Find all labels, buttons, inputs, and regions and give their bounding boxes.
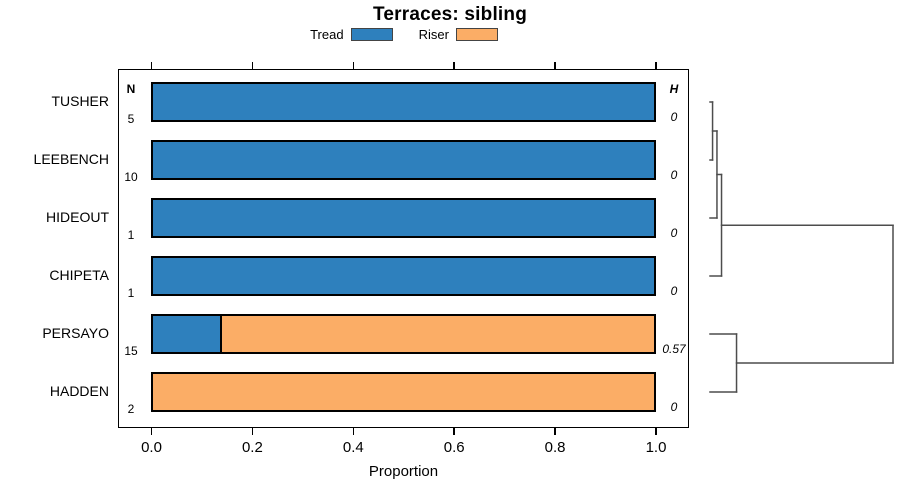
bar-segment-tread [153,316,220,352]
h-value-chipeta: 0 [670,284,678,298]
x-tick [554,62,556,69]
bar-segment-tread [153,142,654,178]
legend-item-tread: Tread [310,26,393,42]
bar-row-persayo [151,314,656,354]
x-tick-label: 1.0 [645,439,667,456]
x-tick [251,428,254,435]
x-axis-title: Proportion [368,463,439,480]
n-value-chipeta: 1 [127,286,135,300]
row-label-leebench: LEEBENCH [33,151,109,167]
x-tick [150,428,153,435]
n-value-hideout: 1 [127,228,135,242]
legend-swatch-riser [455,27,498,41]
bar-row-hideout [151,198,656,238]
bar-segment-tread [153,258,654,294]
legend: Tread Riser [118,26,690,42]
legend-label-riser: Riser [418,26,449,42]
row-label-hadden: HADDEN [49,383,109,399]
x-tick-label: 0.8 [544,439,566,456]
x-tick [352,428,355,435]
x-tick [655,428,657,435]
x-tick-label: 0.6 [443,439,465,456]
chart-title: Terraces: sibling [372,4,528,25]
n-value-tusher: 5 [127,112,135,126]
bar-row-chipeta [151,256,656,296]
row-label-hideout: HIDEOUT [46,209,109,225]
x-tick [352,62,355,69]
bar-segment-tread [153,84,654,120]
row-label-chipeta: CHIPETA [49,267,109,283]
n-value-hadden: 2 [127,402,135,416]
bar-segment-tread [153,200,654,236]
x-tick-label: 0.2 [241,439,263,456]
row-label-tusher: TUSHER [51,93,109,109]
h-value-tusher: 0 [670,110,678,124]
x-tick [554,428,556,435]
legend-item-riser: Riser [419,27,498,42]
bar-segment-riser [219,316,654,352]
x-tick [655,62,657,69]
row-label-persayo: PERSAYO [42,325,109,341]
n-value-persayo: 15 [124,344,138,358]
x-tick [453,62,455,69]
n-value-leebench: 10 [124,170,138,184]
bar-row-hadden [151,372,656,412]
x-tick [251,62,254,69]
bar-segment-riser [153,374,654,410]
x-tick-label: 0.4 [342,439,364,456]
h-value-persayo: 0.57 [662,342,686,356]
h-value-hadden: 0 [670,400,678,414]
legend-label-tread: Tread [310,26,344,42]
x-tick-label: 0.0 [141,439,162,456]
n-column-header: N [126,82,136,96]
x-tick [453,428,455,435]
h-value-leebench: 0 [670,168,678,182]
bar-row-tusher [151,82,656,122]
x-tick [150,62,153,69]
plot-area [118,69,689,428]
bar-row-leebench [151,140,656,180]
h-column-header: H [669,82,679,96]
h-value-hideout: 0 [670,226,678,240]
legend-swatch-tread [350,27,393,41]
